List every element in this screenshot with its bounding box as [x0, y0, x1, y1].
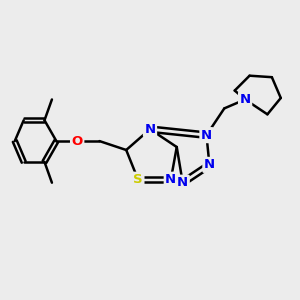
Text: N: N [239, 93, 251, 106]
Text: N: N [165, 173, 176, 186]
Text: N: N [201, 129, 212, 142]
Text: N: N [204, 158, 215, 171]
Text: S: S [133, 173, 143, 186]
Text: N: N [177, 176, 188, 189]
Text: O: O [72, 135, 83, 148]
Text: N: N [144, 123, 156, 136]
